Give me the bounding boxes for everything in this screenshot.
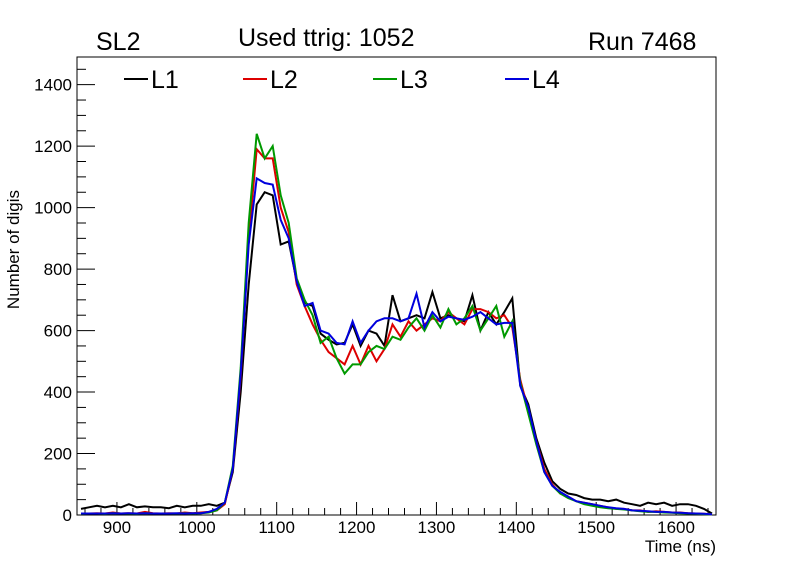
x-tick-label: 1600 [657,518,695,537]
y-tick-label: 800 [44,260,72,279]
legend-label-l2: L2 [270,66,298,94]
x-tick-label: 1200 [338,518,376,537]
series-line-l1 [80,190,713,515]
superlayer-label: SL2 [96,28,141,56]
series-line-l4 [81,176,713,516]
y-tick-label: 600 [44,322,72,341]
series-line-l3 [80,133,713,516]
x-tick-label: 1000 [178,518,216,537]
plot-frame [76,56,717,516]
y-axis-label: Number of digis [4,190,23,309]
series-line-l2 [81,146,713,516]
y-tick-label: 1400 [34,76,72,95]
legend-label-l3: L3 [400,66,428,94]
y-tick-label: 0 [63,506,72,525]
x-tick-label: 1400 [497,518,535,537]
x-tick-label: 1300 [418,518,456,537]
y-tick-label: 400 [44,383,72,402]
y-tick-label: 200 [44,445,72,464]
chart-title: Used ttrig: 1052 [238,24,415,52]
y-tick-label: 1000 [34,199,72,218]
x-tick-label: 1100 [258,518,295,537]
run-label: Run 7468 [588,28,697,56]
x-tick-label: 900 [103,518,131,537]
y-tick-label: 1200 [34,137,72,156]
x-tick-label: 1500 [577,518,615,537]
x-axis-label: Time (ns) [645,537,716,556]
legend-label-l4: L4 [532,66,560,94]
legend-label-l1: L1 [151,66,179,94]
